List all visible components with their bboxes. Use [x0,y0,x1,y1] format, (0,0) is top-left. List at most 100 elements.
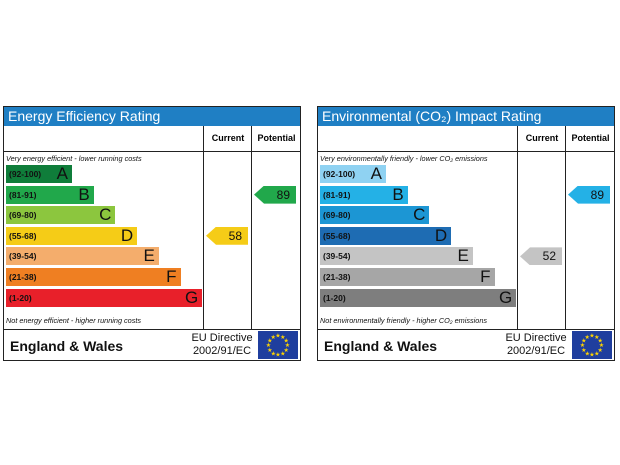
band-range: (21-38) [9,272,37,282]
current-rating-arrow: 58 [206,226,248,245]
flag-star-icon: ★ [284,347,289,354]
band-range: (55-68) [323,230,351,241]
band-range: (69-80) [9,210,37,221]
band-b: (81-91) B [6,184,94,204]
flag-star-icon: ★ [581,337,586,344]
flag-star-icon: ★ [266,342,271,349]
band-letter: G [498,287,513,307]
flag-star-icon: ★ [267,337,272,344]
potential-rating-arrow: 89 [254,185,296,204]
band-letter: G [184,287,199,307]
band-range: (81-91) [323,189,351,200]
flag-star-icon: ★ [594,350,599,357]
band-letter: D [434,225,448,245]
column-divider [251,151,252,329]
flag-star-icon: ★ [271,334,276,341]
energy-efficiency-panel: Energy Efficiency Rating Current Potenti… [3,106,301,361]
panel-title: Environmental (CO₂) Impact Rating [318,107,614,126]
band-b: (81-91) B [320,184,408,204]
band-range: (92-100) [9,169,42,179]
band-f: (21-38) F [6,268,181,286]
current-rating-value: 58 [228,228,242,243]
potential-rating-arrow: 89 [568,185,610,204]
environmental-impact-panel: Environmental (CO₂) Impact Rating Curren… [317,106,615,361]
directive-line: EU Directive [191,332,253,344]
band-d: (55-68) D [320,225,452,245]
top-note: Very energy efficient - lower running co… [6,154,142,163]
flag-star-icon: ★ [285,342,290,349]
flag-star-icon: ★ [580,342,585,349]
band-d: (55-68) D [6,225,138,245]
band-letter: F [480,267,491,286]
band-range: (1-20) [323,292,346,303]
flag-star-icon: ★ [589,333,594,340]
band-range: (1-20) [9,292,32,303]
flag-star-icon: ★ [280,350,285,357]
flag-star-icon: ★ [585,334,590,341]
eu-flag-icon: ★ ★ ★ ★ ★ ★ ★ ★ ★ ★ ★ ★ [572,331,612,359]
band-range: (55-68) [9,230,37,241]
flag-star-icon: ★ [599,342,604,349]
band-c: (69-80) C [320,205,430,225]
band-e: (39-54) E [6,246,159,266]
flag-star-icon: ★ [581,347,586,354]
band-letter: A [56,164,68,183]
panel-title: Energy Efficiency Rating [4,107,300,126]
band-letter: A [370,164,382,183]
potential-rating-value: 89 [276,187,290,202]
flag-star-icon: ★ [275,333,280,340]
band-e: (39-54) E [320,246,473,266]
band-g: (1-20) G [320,287,517,307]
bottom-note: Not environmentally friendly - higher CO… [320,316,488,325]
flag-star-icon: ★ [271,350,276,357]
band-letter: E [457,246,469,266]
band-range: (21-38) [323,272,351,282]
eu-directive: EU Directive 2002/91/EC [186,332,258,358]
top-note: Very environmentally friendly - lower CO… [320,154,488,163]
band-f: (21-38) F [320,268,495,286]
flag-star-icon: ★ [280,334,285,341]
flag-star-icon: ★ [594,334,599,341]
band-letter: F [166,267,177,286]
flag-star-icon: ★ [284,337,289,344]
band-letter: E [143,246,155,266]
column-divider [203,151,204,329]
band-a: (92-100) A [320,165,386,183]
potential-header: Potential [251,126,301,152]
column-divider [517,151,518,329]
band-range: (92-100) [323,169,356,179]
band-letter: B [392,184,404,204]
potential-rating-value: 89 [590,187,604,202]
column-divider [565,151,566,329]
band-range: (39-54) [9,251,37,262]
directive-number: 2002/91/EC [506,345,566,357]
flag-star-icon: ★ [598,347,603,354]
potential-header: Potential [565,126,615,152]
header-spacer [318,126,517,152]
current-header: Current [203,126,252,152]
flag-star-icon: ★ [275,352,280,359]
band-letter: D [120,225,134,245]
band-range: (69-80) [323,210,351,221]
country-label: England & Wales [324,338,438,354]
current-rating-value: 52 [542,249,556,264]
band-letter: C [99,205,112,225]
current-rating-arrow: 52 [520,247,562,266]
footer-divider [4,329,300,330]
band-letter: C [413,205,426,225]
footer-divider [318,329,614,330]
flag-star-icon: ★ [267,347,272,354]
band-a: (92-100) A [6,165,72,183]
eu-directive: EU Directive 2002/91/EC [500,332,572,358]
band-range: (39-54) [323,251,351,262]
band-g: (1-20) G [6,287,203,307]
current-header: Current [517,126,566,152]
flag-star-icon: ★ [598,337,603,344]
band-c: (69-80) C [6,205,116,225]
band-range: (81-91) [9,189,37,200]
directive-number: 2002/91/EC [192,345,252,357]
country-label: England & Wales [10,338,124,354]
eu-flag-icon: ★ ★ ★ ★ ★ ★ ★ ★ ★ ★ ★ ★ [258,331,298,359]
header-spacer [4,126,203,152]
band-letter: B [78,184,90,204]
